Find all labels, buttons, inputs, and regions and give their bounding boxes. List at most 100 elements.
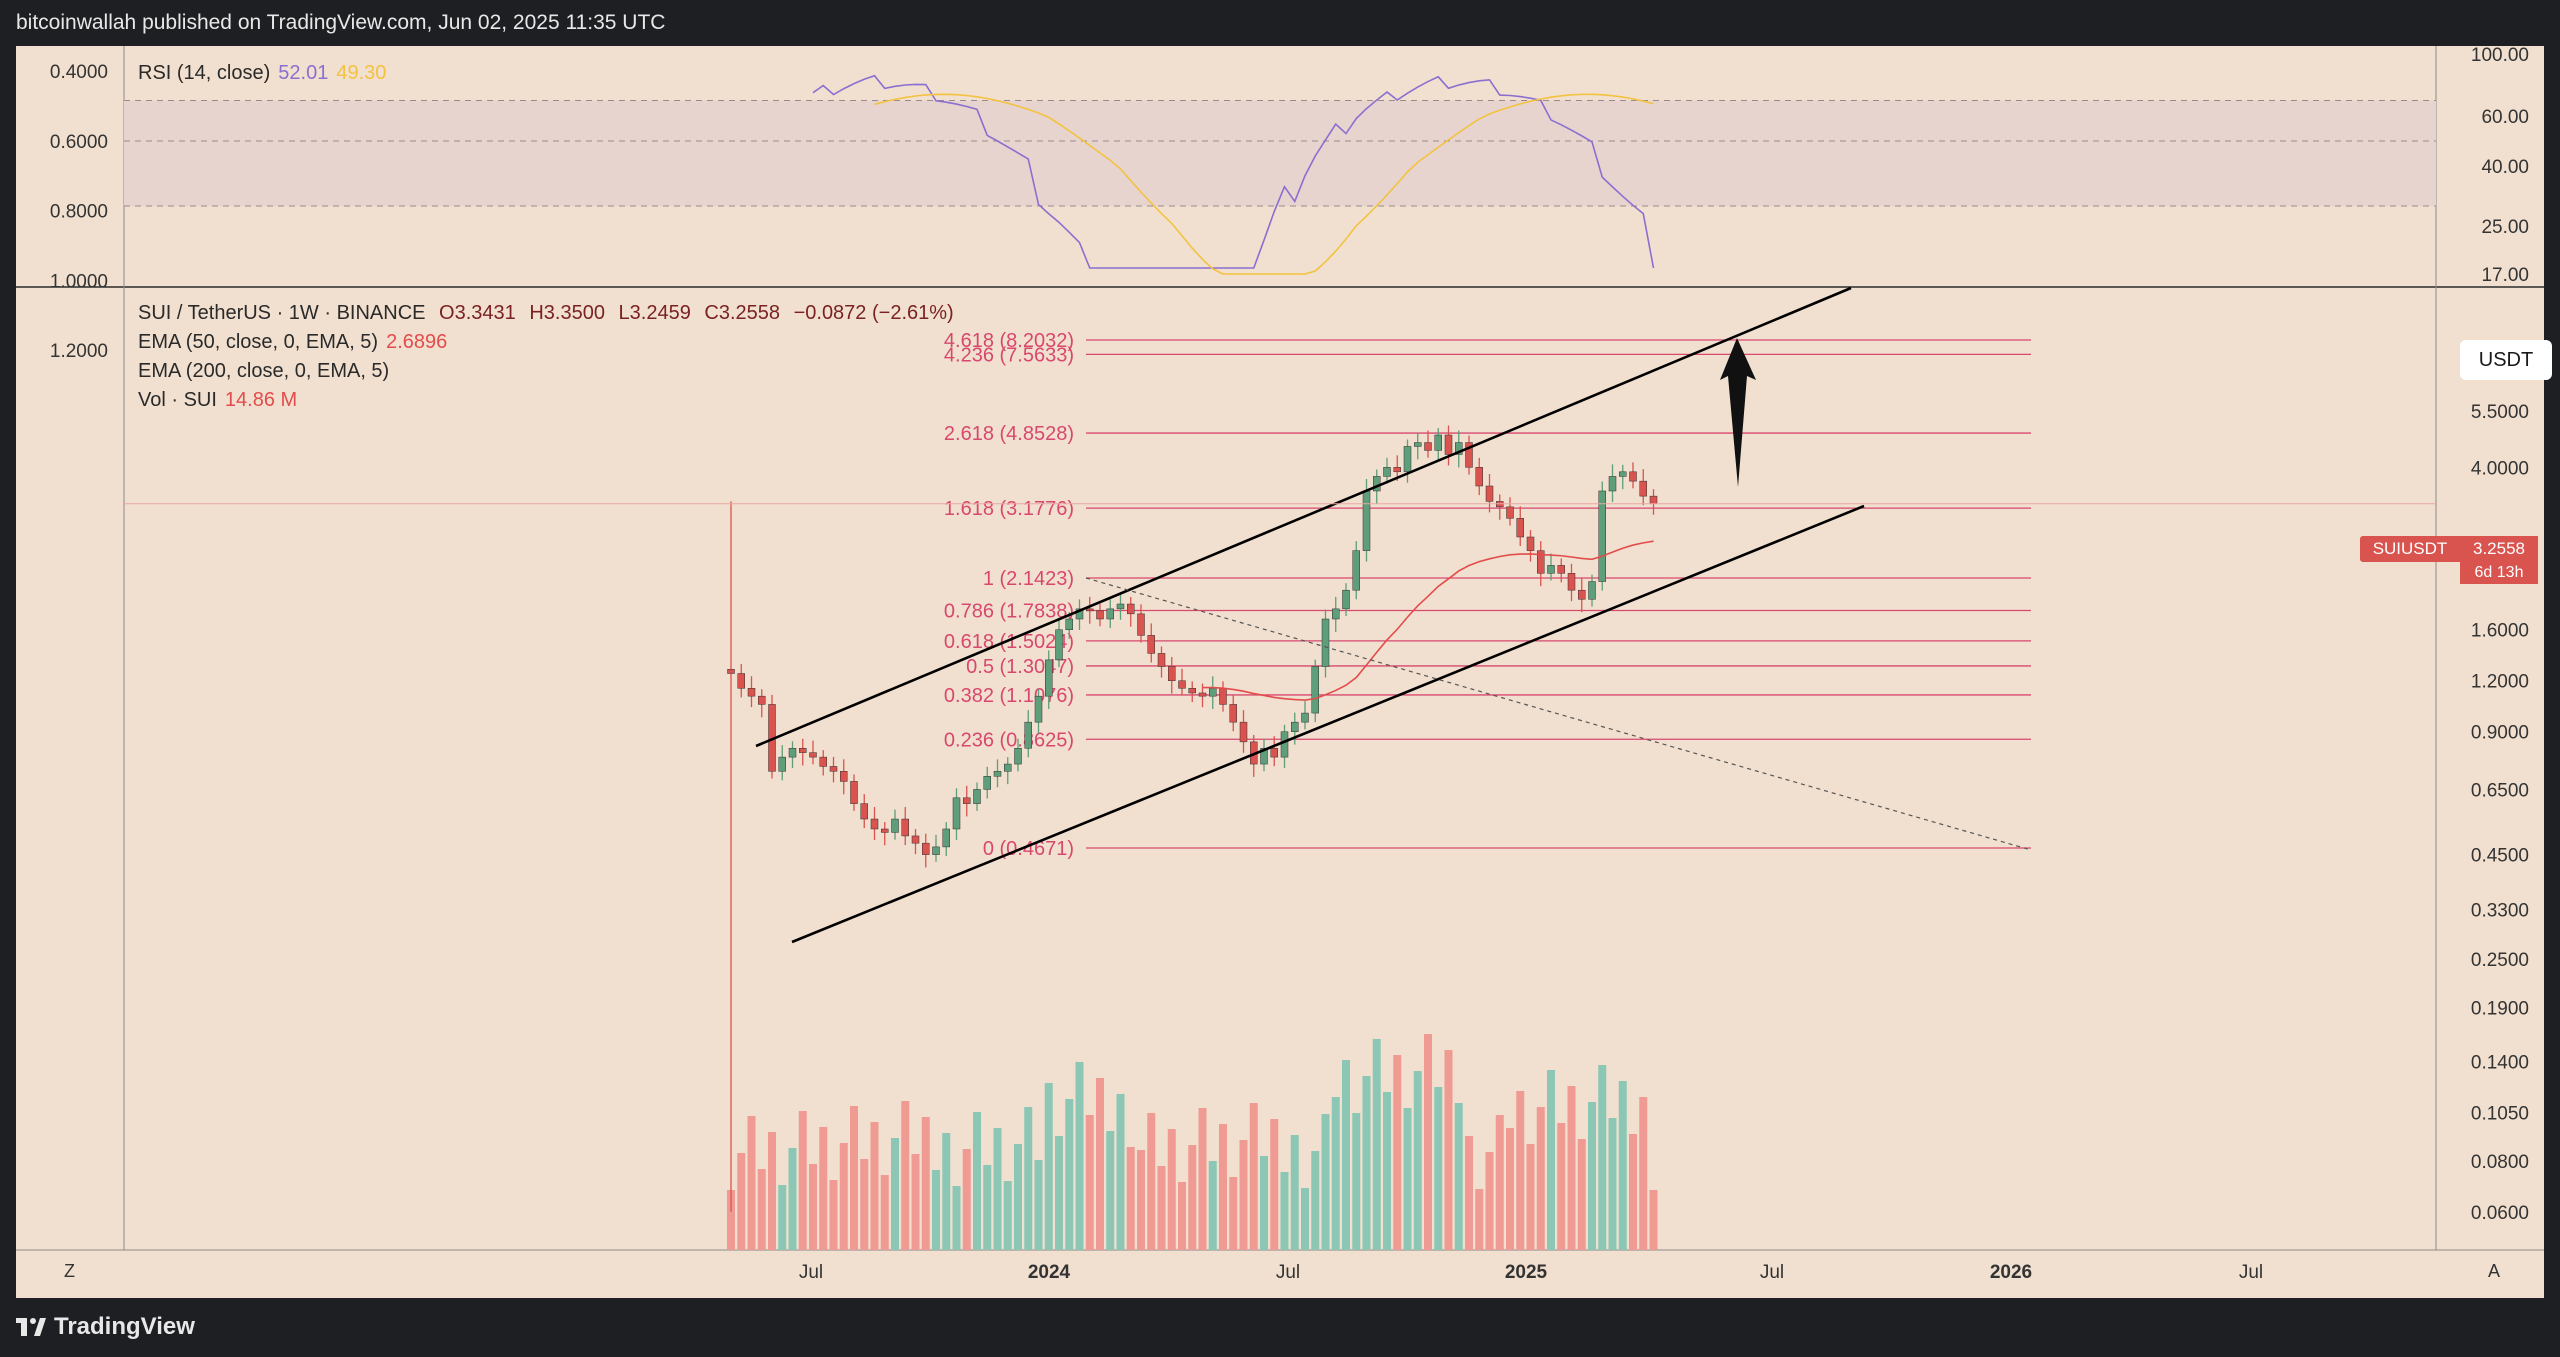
tradingview-logo[interactable]: TradingView <box>16 1312 195 1342</box>
axis-corner-left[interactable]: Z <box>64 1261 75 1281</box>
volume-bar <box>1321 1114 1330 1250</box>
volume-bar <box>1239 1140 1248 1250</box>
rsi-tick-label: 60.00 <box>2481 107 2529 128</box>
candle-body <box>891 818 899 833</box>
volume-bar <box>1311 1151 1320 1250</box>
candle-body <box>1168 666 1176 681</box>
volume-bar <box>880 1175 889 1250</box>
candle-body <box>1311 666 1319 714</box>
badge-symbol: SUIUSDT <box>2360 536 2460 562</box>
left-tick-label: 1.2000 <box>50 341 108 362</box>
volume-bar <box>1034 1160 1043 1250</box>
candle-body <box>1352 550 1360 591</box>
volume-bar <box>1044 1083 1053 1250</box>
ohlc-high: H3.3500 <box>529 302 605 324</box>
chart-canvas[interactable]: 100.0060.0040.0025.0017.007.50005.50004.… <box>16 46 2544 1298</box>
volume-bar <box>1454 1103 1463 1250</box>
rsi-tick-label: 25.00 <box>2481 217 2529 238</box>
volume-bar <box>1588 1102 1596 1250</box>
candle-body <box>952 797 961 830</box>
candle-body <box>993 771 1002 777</box>
candle-body <box>727 669 735 674</box>
time-label-year: 2026 <box>1990 1262 2032 1283</box>
candle-body <box>922 842 930 855</box>
candle-body <box>1557 565 1565 574</box>
volume-bar <box>1178 1182 1186 1250</box>
volume-bar <box>1362 1076 1371 1250</box>
volume-bar <box>1157 1166 1166 1250</box>
volume-bar <box>1475 1189 1484 1250</box>
candle-body <box>1332 608 1340 620</box>
channel-lower-line <box>791 504 1865 944</box>
candle-body <box>1567 573 1576 591</box>
last-price-badge: SUIUSDT 3.2558 6d 13h <box>2360 536 2538 584</box>
time-label-year: 2024 <box>1028 1262 1071 1283</box>
currency-button[interactable]: USDT <box>2460 340 2552 380</box>
volume-bar <box>1413 1071 1422 1250</box>
descending-trendline <box>1085 577 2032 851</box>
fib-level-label: 4.236 (7.5633) <box>944 344 1074 366</box>
volume-bar <box>1188 1145 1197 1250</box>
candle-body <box>1157 653 1166 667</box>
fib-level-label: 4.618 (8.2032) <box>944 330 1074 352</box>
candle-body <box>1444 434 1453 455</box>
price-tick-label: 0.4500 <box>2471 846 2529 867</box>
volume-bar <box>1424 1034 1432 1250</box>
symbol-legend: SUI / TetherUS · 1W · BINANCE O3.3431 H3… <box>138 302 954 325</box>
candle-body <box>1075 608 1084 620</box>
badge-timer: 6d 13h <box>2460 562 2538 584</box>
candle-body <box>737 673 745 689</box>
volume-bar <box>1567 1086 1576 1250</box>
price-tick-label: 1.6000 <box>2471 621 2529 642</box>
volume-bar <box>1618 1081 1627 1250</box>
target-arrow <box>1720 338 1756 487</box>
volume-bar <box>973 1112 981 1250</box>
volume-bar <box>1249 1103 1258 1250</box>
candle-body <box>1280 731 1289 758</box>
fib-level-label: 0.786 (1.7838) <box>944 600 1074 622</box>
candle-body <box>1434 434 1442 451</box>
volume-bar <box>1495 1115 1504 1250</box>
time-label-month: Jul <box>2239 1262 2263 1283</box>
ema200-legend: EMA (200, close, 0, EMA, 5) <box>138 360 389 383</box>
rsi-tick-label: 40.00 <box>2481 157 2529 178</box>
fib-level-label: 1.618 (3.1776) <box>944 498 1074 520</box>
candle-body <box>1588 581 1596 600</box>
price-tick-label: 5.5000 <box>2471 402 2529 423</box>
candle-body <box>1362 490 1371 551</box>
candle-body <box>1137 613 1145 636</box>
volume-bar <box>942 1133 951 1250</box>
axis-corner-right[interactable]: A <box>2488 1261 2501 1281</box>
candle-body <box>973 789 981 804</box>
volume-bar <box>1055 1136 1063 1250</box>
volume-bar <box>1167 1129 1176 1250</box>
volume-bar <box>1106 1131 1115 1250</box>
volume-bar <box>1065 1099 1074 1250</box>
candle-body <box>758 695 766 705</box>
volume-bar <box>809 1164 817 1250</box>
time-label-month: Jul <box>1276 1262 1300 1283</box>
ema200-label: EMA (200, close, 0, EMA, 5) <box>138 360 390 382</box>
volume-bar <box>747 1116 756 1250</box>
candle-body <box>1414 442 1422 447</box>
candle-body <box>1342 589 1350 610</box>
volume-label: Vol · SUI <box>138 389 217 411</box>
publisher-bar: bitcoinwallah published on TradingView.c… <box>0 0 2560 46</box>
volume-value: 14.86 M <box>224 389 298 411</box>
rsi-legend: RSI (14, close) 52.01 49.30 <box>138 62 386 85</box>
candle-body <box>1096 610 1104 620</box>
volume-bar <box>1547 1070 1555 1250</box>
candle-body <box>1239 721 1248 743</box>
volume-bar <box>788 1148 797 1250</box>
volume-bar <box>1085 1115 1094 1250</box>
volume-bar <box>1598 1065 1607 1250</box>
candle-body <box>901 818 909 837</box>
badge-price: 3.2558 <box>2460 536 2538 562</box>
volume-bar <box>1516 1091 1525 1250</box>
volume-bar <box>1301 1188 1309 1250</box>
candle-body <box>1086 608 1094 612</box>
candle-body <box>1629 471 1637 482</box>
tradingview-logo-icon <box>16 1318 46 1336</box>
price-tick-label: 0.9000 <box>2471 723 2529 744</box>
candle-body <box>1024 721 1032 749</box>
